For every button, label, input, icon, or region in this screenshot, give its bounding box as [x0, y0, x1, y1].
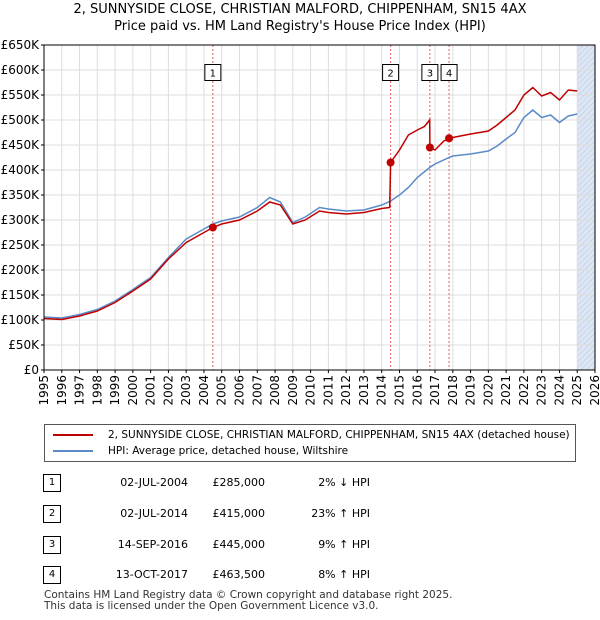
- transaction-number: 2: [43, 505, 61, 523]
- x-tick-label: 2022: [517, 375, 531, 406]
- sale-marker-box: [204, 64, 222, 81]
- plot-frame: [43, 44, 596, 371]
- x-tick-label: 2024: [552, 375, 566, 406]
- hpi-line: [43, 109, 578, 319]
- legend-swatch-hpi: [53, 450, 93, 452]
- footer-license: This data is licensed under the Open Gov…: [44, 600, 379, 612]
- x-tick-label: 2011: [321, 375, 335, 406]
- transaction-price: £415,000: [212, 507, 266, 520]
- x-tick-label: 2000: [126, 375, 140, 406]
- sale-point: [208, 223, 217, 232]
- price-chart: 1 2 3 4 £0 £50K £100K £150K £200K £250K £300K £350…: [1, 38, 600, 406]
- x-tick-label: 1996: [55, 375, 69, 406]
- x-tick-label: 2013: [357, 375, 371, 406]
- sale-marker-box: [421, 64, 439, 81]
- transaction-price: £463,500: [212, 568, 266, 581]
- sale-marker-label: 4: [446, 69, 452, 80]
- x-tick-label: 2007: [250, 375, 264, 406]
- x-tick-label: 2023: [535, 375, 549, 406]
- x-tick-label: 2019: [464, 375, 478, 406]
- sale-point: [425, 143, 434, 152]
- property-price-line: [43, 86, 578, 321]
- legend-swatch-property: [53, 434, 93, 436]
- transaction-hpi-diff: 23% ↑ HPI: [311, 507, 370, 520]
- transaction-number: 3: [43, 536, 61, 554]
- sale-marker-label: 2: [387, 69, 393, 80]
- x-tick-label: 2025: [570, 375, 584, 406]
- x-tick-label: 2018: [446, 375, 460, 406]
- y-tick-label: £650K: [1, 38, 41, 52]
- sale-marker-box: [440, 64, 458, 81]
- x-tick-label: 1995: [37, 375, 51, 406]
- x-tick-label: 2002: [161, 375, 175, 406]
- x-tick-label: 2012: [339, 375, 353, 406]
- transaction-row: 1 02-JUL-2004 £285,000 2% ↓ HPI: [0, 474, 600, 492]
- transaction-number: 1: [43, 474, 61, 492]
- transaction-price: £445,000: [212, 538, 266, 551]
- transaction-date: 02-JUL-2014: [120, 507, 188, 520]
- y-tick-label: £100K: [1, 313, 41, 327]
- sale-point: [445, 134, 454, 143]
- chart-legend: 2, SUNNYSIDE CLOSE, CHRISTIAN MALFORD, C…: [44, 424, 576, 462]
- x-tick-label: 2021: [499, 375, 513, 406]
- x-tick-label: 2005: [215, 375, 229, 406]
- chart-title: 2, SUNNYSIDE CLOSE, CHRISTIAN MALFORD, C…: [73, 2, 527, 17]
- transaction-date: 13-OCT-2017: [115, 568, 188, 581]
- transaction-price: £285,000: [212, 476, 266, 489]
- sale-marker-label: 3: [427, 69, 433, 80]
- x-tick-label: 2001: [144, 375, 158, 406]
- y-tick-label: £150K: [1, 288, 41, 302]
- y-tick-label: £600K: [1, 63, 41, 77]
- y-tick-label: £200K: [1, 263, 41, 277]
- sale-marker-label: 1: [210, 69, 216, 80]
- x-tick-label: 2020: [481, 375, 495, 406]
- y-tick-label: £250K: [1, 238, 41, 252]
- y-tick-label: £0: [24, 363, 39, 377]
- x-tick-label: 2015: [392, 375, 406, 406]
- x-tick-label: 2008: [268, 375, 282, 406]
- footer-copyright: Contains HM Land Registry data © Crown c…: [44, 589, 453, 601]
- transaction-hpi-diff: 8% ↑ HPI: [318, 568, 370, 581]
- transaction-date: 14-SEP-2016: [117, 538, 188, 551]
- y-tick-label: £350K: [1, 188, 41, 202]
- y-tick-label: £400K: [1, 163, 41, 177]
- y-tick-label: £450K: [1, 138, 41, 152]
- y-tick-label: £300K: [1, 213, 41, 227]
- transaction-row: 3 14-SEP-2016 £445,000 9% ↑ HPI: [0, 536, 600, 554]
- sale-marker-box: [382, 64, 400, 81]
- x-tick-label: 2017: [428, 375, 442, 406]
- x-tick-label: 2010: [304, 375, 318, 406]
- y-tick-label: £550K: [1, 88, 41, 102]
- forecast-shade: [577, 45, 595, 370]
- x-tick-label: 2009: [286, 375, 300, 406]
- x-tick-label: 2006: [233, 375, 247, 406]
- x-tick-label: 2026: [588, 375, 600, 406]
- x-tick-label: 2004: [197, 375, 211, 406]
- transaction-number: 4: [43, 566, 61, 584]
- transaction-hpi-diff: 9% ↑ HPI: [318, 538, 370, 551]
- transaction-date: 02-JUL-2004: [120, 476, 188, 489]
- x-tick-label: 1997: [73, 375, 87, 406]
- sale-point: [386, 158, 395, 167]
- y-tick-label: £500K: [1, 113, 41, 127]
- x-tick-label: 2016: [410, 375, 424, 406]
- y-tick-label: £50K: [8, 338, 40, 352]
- x-tick-label: 2014: [375, 375, 389, 406]
- x-tick-label: 1998: [90, 375, 104, 406]
- legend-label-property: 2, SUNNYSIDE CLOSE, CHRISTIAN MALFORD, C…: [108, 429, 570, 441]
- x-tick-label: 2003: [179, 375, 193, 406]
- legend-label-hpi: HPI: Average price, detached house, Wilt…: [108, 445, 349, 457]
- transaction-row: 4 13-OCT-2017 £463,500 8% ↑ HPI: [0, 566, 600, 584]
- x-tick-label: 1999: [108, 375, 122, 406]
- chart-subtitle: Price paid vs. HM Land Registry's House …: [114, 19, 486, 34]
- transaction-hpi-diff: 2% ↓ HPI: [318, 476, 370, 489]
- transaction-row: 2 02-JUL-2014 £415,000 23% ↑ HPI: [0, 505, 600, 523]
